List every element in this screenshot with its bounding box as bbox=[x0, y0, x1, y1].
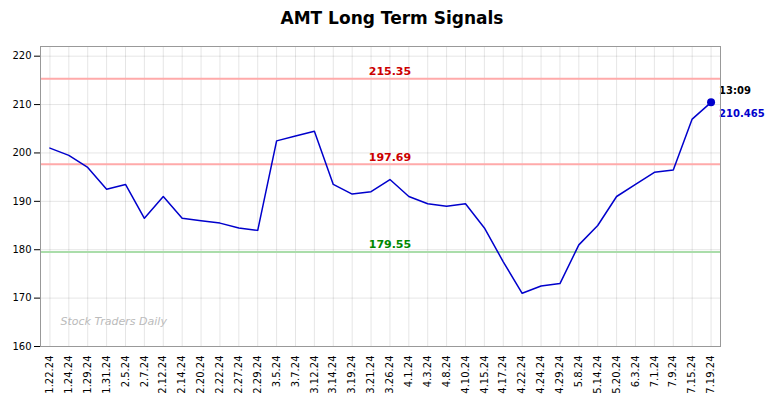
svg-text:3.12.24: 3.12.24 bbox=[309, 356, 320, 394]
svg-text:200: 200 bbox=[12, 147, 31, 158]
svg-text:4.22.24: 4.22.24 bbox=[516, 356, 527, 394]
svg-text:160: 160 bbox=[12, 341, 31, 352]
svg-text:1.29.24: 1.29.24 bbox=[82, 356, 93, 394]
svg-text:210.465: 210.465 bbox=[719, 108, 765, 119]
svg-text:4.15.24: 4.15.24 bbox=[479, 356, 490, 394]
svg-text:197.69: 197.69 bbox=[369, 151, 411, 164]
svg-text:4.29.24: 4.29.24 bbox=[554, 356, 565, 394]
html-text:AMT Long Term Signals: AMT Long Term Signals bbox=[280, 8, 504, 28]
svg-text:180: 180 bbox=[12, 244, 31, 255]
svg-text:2.27.24: 2.27.24 bbox=[233, 356, 244, 394]
svg-text:3.21.24: 3.21.24 bbox=[365, 356, 376, 394]
svg-text:4.24.24: 4.24.24 bbox=[535, 356, 546, 394]
svg-text:2.29.24: 2.29.24 bbox=[252, 356, 263, 394]
svg-text:2.12.24: 2.12.24 bbox=[157, 356, 168, 394]
svg-text:3.19.24: 3.19.24 bbox=[346, 356, 357, 394]
svg-text:Stock Traders Daily: Stock Traders Daily bbox=[61, 315, 168, 328]
svg-text:1.24.24: 1.24.24 bbox=[63, 356, 74, 394]
svg-text:6.3.24: 6.3.24 bbox=[630, 356, 641, 388]
svg-text:210: 210 bbox=[12, 99, 31, 110]
svg-text:2.7.24: 2.7.24 bbox=[139, 356, 150, 388]
svg-text:7.19.24: 7.19.24 bbox=[705, 356, 716, 394]
svg-text:13:09: 13:09 bbox=[719, 85, 751, 96]
svg-text:7.1.24: 7.1.24 bbox=[649, 356, 660, 388]
svg-text:179.55: 179.55 bbox=[369, 238, 411, 251]
svg-text:3.5.24: 3.5.24 bbox=[271, 356, 282, 388]
svg-text:4.10.24: 4.10.24 bbox=[460, 356, 471, 394]
svg-text:220: 220 bbox=[12, 50, 31, 61]
svg-text:1.22.24: 1.22.24 bbox=[44, 356, 55, 394]
svg-text:2.22.24: 2.22.24 bbox=[214, 356, 225, 394]
svg-text:1.31.24: 1.31.24 bbox=[101, 356, 112, 394]
svg-text:2.14.24: 2.14.24 bbox=[176, 356, 187, 394]
svg-text:190: 190 bbox=[12, 196, 31, 207]
svg-text:5.8.24: 5.8.24 bbox=[573, 356, 584, 388]
svg-text:3.26.24: 3.26.24 bbox=[384, 356, 395, 394]
svg-text:4.3.24: 4.3.24 bbox=[422, 356, 433, 388]
svg-text:4.1.24: 4.1.24 bbox=[403, 356, 414, 388]
svg-text:7.9.24: 7.9.24 bbox=[667, 356, 678, 388]
svg-text:4.17.24: 4.17.24 bbox=[497, 356, 508, 394]
svg-text:215.35: 215.35 bbox=[369, 65, 411, 78]
svg-text:3.14.24: 3.14.24 bbox=[327, 356, 338, 394]
svg-text:5.20.24: 5.20.24 bbox=[611, 356, 622, 394]
svg-text:5.14.24: 5.14.24 bbox=[592, 356, 603, 394]
svg-text:170: 170 bbox=[12, 292, 31, 303]
svg-text:3.7.24: 3.7.24 bbox=[290, 356, 301, 388]
svg-text:4.8.24: 4.8.24 bbox=[441, 356, 452, 388]
svg-text:2.20.24: 2.20.24 bbox=[195, 356, 206, 394]
svg-text:2.5.24: 2.5.24 bbox=[120, 356, 131, 388]
svg-text:7.15.24: 7.15.24 bbox=[686, 356, 697, 394]
